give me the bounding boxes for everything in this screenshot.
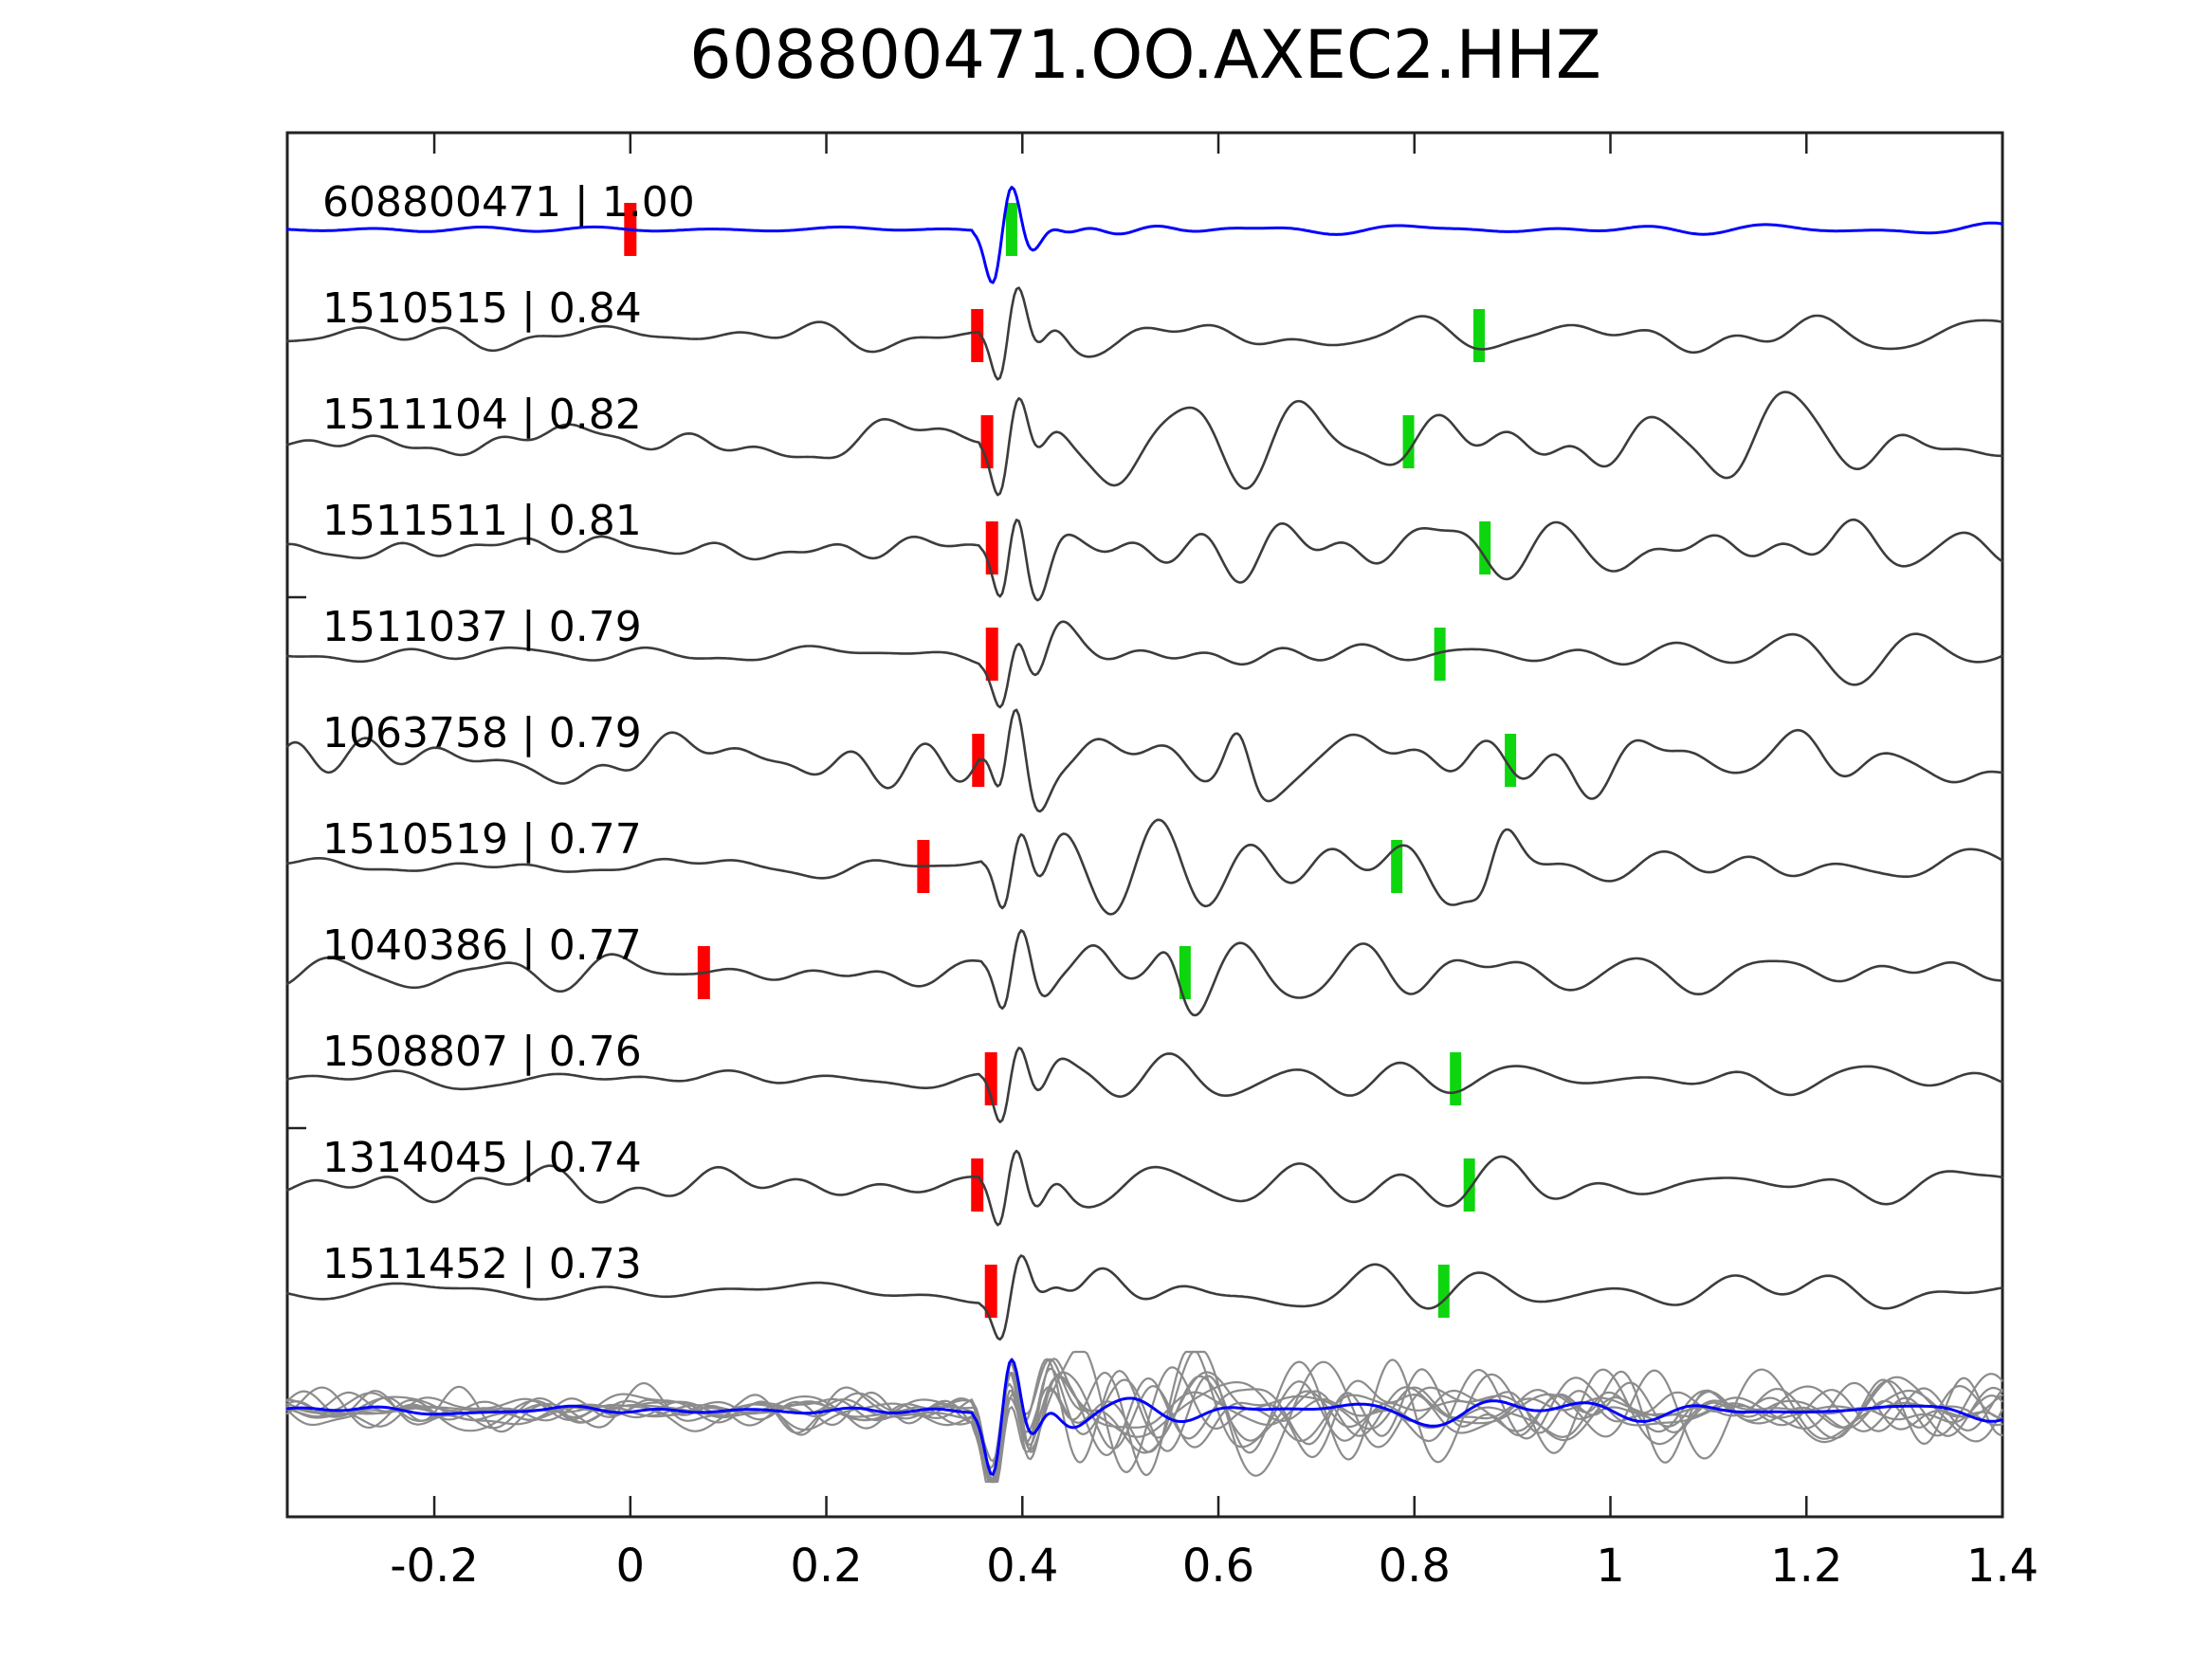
waveform-layer	[285, 186, 2004, 1484]
waveform-path	[285, 518, 2003, 602]
stack-gray-waveform	[285, 1358, 2003, 1484]
trace-labels-layer: 608800471 | 1.00 1510515 | 0.84 1511104 | …	[322, 178, 695, 1288]
x-tick-label: 0.2	[790, 1540, 862, 1593]
trace-label: 1508807 | 0.76	[322, 1028, 642, 1076]
trace-row-1511452	[984, 1265, 1450, 1318]
waveform-path	[285, 391, 2003, 497]
trace-label: 1511511 | 0.81	[322, 497, 642, 545]
x-tick-label: 1.2	[1770, 1540, 1842, 1593]
trace-label: 1063758 | 0.79	[322, 709, 642, 757]
x-tick-label: 0.8	[1379, 1540, 1451, 1593]
green-pick-marker	[1434, 628, 1446, 681]
red-pick-marker	[971, 309, 984, 362]
plot-border	[285, 131, 2004, 1519]
x-tick-label: 0.4	[986, 1540, 1058, 1593]
waveform-path	[285, 929, 2003, 1017]
trace-row-1314045	[971, 1158, 1475, 1212]
x-tick-label: 1.4	[1966, 1540, 2038, 1593]
trace-label: 608800471 | 1.00	[322, 178, 695, 227]
red-pick-marker	[985, 521, 998, 574]
waveform-path	[285, 1047, 2003, 1123]
trace-row-1510519	[917, 840, 1403, 893]
waveform-path	[285, 818, 2003, 916]
x-tick-label: 1	[1596, 1540, 1625, 1593]
trace-label: 1511037 | 0.79	[322, 603, 642, 651]
green-pick-marker	[1402, 415, 1415, 468]
x-tick-label: 0	[616, 1540, 646, 1593]
trace-label: 1511452 | 0.73	[322, 1240, 642, 1288]
stack-template-waveform	[285, 1358, 2004, 1476]
green-pick-marker	[1472, 309, 1485, 362]
trace-row-1511037	[985, 628, 1446, 681]
stack-gray-waveform	[285, 1371, 2003, 1481]
trace-label: 1040386 | 0.77	[322, 921, 642, 970]
red-pick-marker	[984, 1265, 997, 1318]
waveform-path	[285, 1149, 2003, 1227]
red-pick-marker	[985, 628, 998, 681]
stack-gray-waveform	[285, 1368, 2003, 1464]
x-tick-label: 0.6	[1182, 1540, 1254, 1593]
green-pick-marker	[1005, 203, 1017, 256]
green-pick-marker	[1450, 1052, 1462, 1105]
trace-label: 1510515 | 0.84	[322, 284, 642, 333]
pick-markers-layer	[624, 203, 1517, 1318]
trace-label: 1314045 | 0.74	[322, 1134, 642, 1182]
waveform-path	[285, 186, 2004, 284]
green-pick-marker	[1463, 1158, 1475, 1212]
waveform-path	[285, 286, 2003, 381]
red-pick-marker	[971, 1158, 984, 1212]
green-pick-marker	[1391, 840, 1403, 893]
x-axis: -0.2 0 0.2 0.4 0.6 0.8 1 1.2 1.4	[285, 131, 2038, 1593]
green-pick-marker	[1179, 946, 1191, 999]
waveform-path	[285, 708, 2003, 813]
stack-gray-waveform	[285, 1358, 2003, 1484]
green-pick-marker	[1479, 521, 1491, 574]
red-pick-marker	[984, 1052, 997, 1105]
waveform-path	[285, 620, 2003, 709]
figure-title: 608800471.OO.AXEC2.HHZ	[689, 16, 1601, 94]
x-tick-label: -0.2	[390, 1540, 479, 1593]
waveform-path	[285, 1254, 2003, 1341]
green-pick-marker	[1437, 1265, 1450, 1318]
trace-row-1508807	[984, 1052, 1462, 1105]
trace-label: 1511104 | 0.82	[322, 391, 642, 439]
stack-overlay	[285, 1350, 2004, 1484]
trace-label: 1510519 | 0.77	[322, 815, 642, 864]
